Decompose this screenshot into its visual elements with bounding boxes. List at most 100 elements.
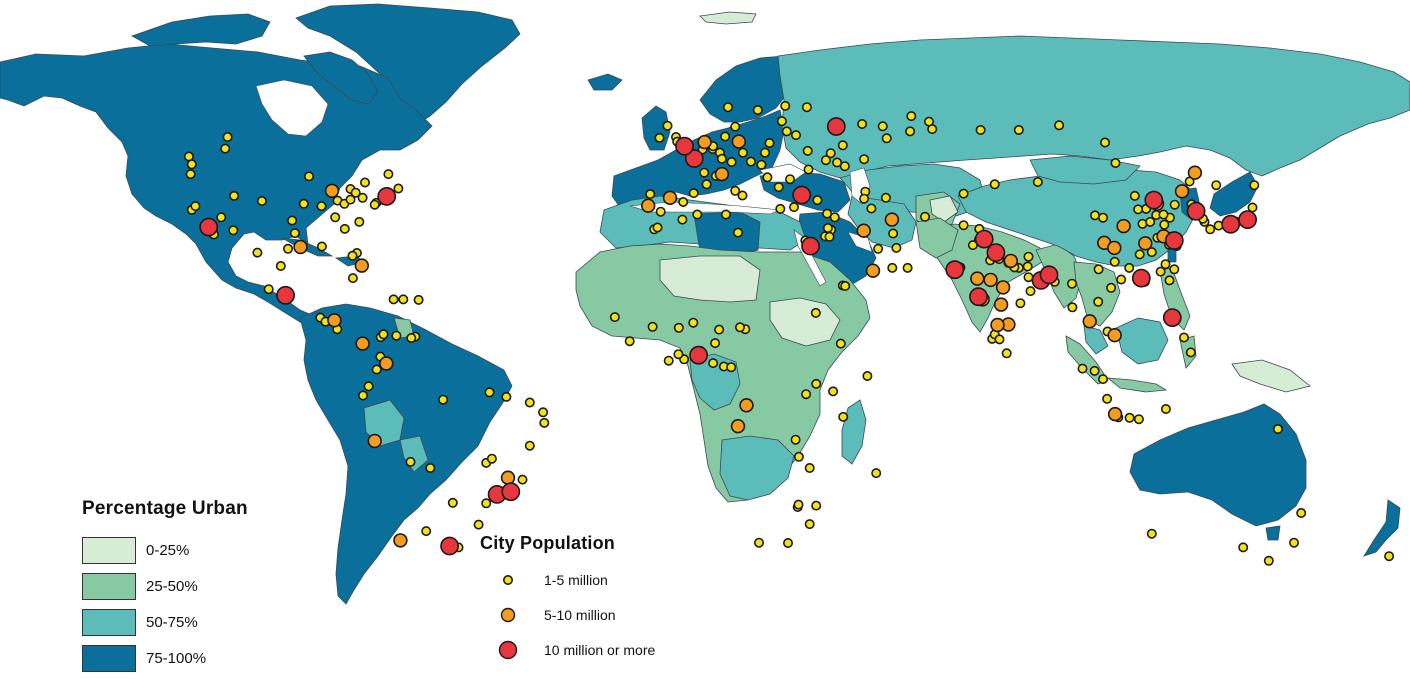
city-marker-5-10-million	[856, 223, 871, 238]
legend-row-25-50: 25-50%	[82, 568, 302, 604]
city-marker-1-5-million	[655, 206, 666, 217]
city-marker-1-5-million	[788, 202, 799, 213]
city-marker-1-5-million	[539, 417, 550, 428]
city-marker-1-5-million	[1146, 247, 1157, 258]
city-marker-10-million-plus	[1144, 190, 1164, 210]
city-marker-10-million-plus	[792, 185, 812, 205]
city-marker-1-5-million	[473, 519, 484, 530]
city-marker-1-5-million	[185, 169, 196, 180]
city-marker-1-5-million	[369, 199, 380, 210]
russia	[777, 35, 1410, 179]
southern-asia-low	[929, 195, 959, 223]
city-marker-1-5-million	[810, 307, 821, 318]
city-marker-1-5-million	[801, 102, 812, 113]
city-marker-1-5-million	[989, 179, 1000, 190]
legend-row-0-25: 0-25%	[82, 532, 302, 568]
baffin-island	[303, 51, 379, 105]
city-marker-1-5-million	[1159, 219, 1170, 230]
city-markers	[183, 100, 1395, 566]
new-zealand	[1363, 499, 1401, 557]
city-marker-5-10-million	[324, 183, 340, 199]
paraguay	[399, 435, 429, 473]
city-marker-1-5-million	[1089, 365, 1100, 376]
city-marker-1-5-million	[871, 468, 882, 479]
city-marker-1-5-million	[811, 500, 822, 511]
city-symbol-large	[480, 638, 536, 662]
city-marker-1-5-million	[958, 220, 969, 231]
city-marker-1-5-million	[927, 124, 938, 135]
city-marker-10-million-plus	[689, 345, 709, 365]
city-symbol-small	[480, 568, 536, 592]
city-marker-1-5-million	[753, 537, 764, 548]
city-marker-1-5-million	[730, 185, 741, 196]
city-marker-1-5-million	[859, 154, 870, 165]
city-marker-1-5-million	[824, 231, 835, 242]
city-marker-5-10-million	[640, 198, 656, 213]
city-marker-1-5-million	[857, 119, 868, 130]
city-marker-1-5-million	[1093, 296, 1104, 307]
city-marker-1-5-million	[1145, 216, 1156, 227]
city-marker-10-million-plus	[440, 536, 460, 556]
city-marker-1-5-million	[1158, 209, 1169, 220]
city-marker-5-10-million	[354, 258, 369, 273]
city-marker-10-million-plus	[501, 482, 521, 502]
city-marker-1-5-million	[228, 225, 239, 236]
city-marker-1-5-million	[363, 381, 374, 392]
city-marker-1-5-million	[804, 462, 815, 473]
city-marker-1-5-million	[720, 131, 731, 142]
city-marker-1-5-million	[673, 349, 684, 360]
city-marker-5-10-million	[1187, 165, 1203, 180]
city-marker-1-5-million	[524, 440, 535, 451]
city-marker-1-5-million	[186, 159, 197, 170]
legend-city-title: City Population	[480, 533, 615, 553]
city-marker-1-5-million	[484, 387, 495, 398]
city-marker-1-5-million	[764, 138, 775, 149]
city-marker-1-5-million	[793, 451, 804, 462]
city-marker-1-5-million	[1001, 348, 1012, 359]
city-marker-1-5-million	[1272, 423, 1283, 434]
city-marker-1-5-million	[811, 378, 822, 389]
city-marker-1-5-million	[745, 156, 756, 167]
city-marker-1-5-million	[1146, 528, 1157, 539]
city-marker-1-5-million	[762, 172, 773, 183]
city-marker-1-5-million	[888, 228, 899, 239]
city-marker-1-5-million	[859, 193, 870, 204]
city-marker-1-5-million	[1109, 256, 1120, 267]
city-marker-10-million-plus	[945, 260, 965, 280]
city-marker-5-10-million	[393, 533, 408, 548]
city-marker-1-5-million	[316, 201, 327, 212]
city-marker-1-5-million	[1013, 125, 1024, 136]
city-marker-1-5-million	[873, 243, 884, 254]
city-marker-10-million-plus	[1164, 231, 1184, 250]
city-marker-1-5-million	[538, 407, 549, 418]
city-marker-1-5-million	[720, 209, 731, 220]
city-marker-1-5-million	[654, 132, 665, 143]
city-marker-1-5-million	[1124, 412, 1135, 423]
city-marker-1-5-million	[714, 324, 725, 335]
indochina	[1073, 261, 1121, 327]
legend-city-population: City Population 1-5 million 5-10 million…	[480, 533, 740, 667]
city-marker-1-5-million	[1102, 393, 1113, 404]
city-marker-10-million-plus	[1221, 214, 1241, 234]
land-layer	[0, 3, 1410, 605]
city-marker-1-5-million	[737, 147, 748, 158]
legend-label-10-million-plus: 10 million or more	[544, 641, 656, 658]
city-marker-1-5-million	[345, 194, 356, 205]
city-marker-1-5-million	[1023, 272, 1034, 283]
city-marker-1-5-million	[330, 212, 341, 223]
city-marker-1-5-million	[881, 133, 892, 144]
city-marker-1-5-million	[1025, 286, 1036, 297]
city-marker-1-5-million	[829, 212, 840, 223]
ethiopia	[769, 297, 841, 347]
city-marker-1-5-million	[1164, 275, 1175, 286]
city-marker-1-5-million	[880, 192, 891, 203]
city-marker-1-5-million	[891, 242, 902, 253]
southern-africa	[719, 435, 795, 501]
city-marker-1-5-million	[350, 187, 361, 198]
city-marker-10-million-plus	[1131, 268, 1151, 288]
city-marker-1-5-million	[822, 223, 833, 234]
city-marker-1-5-million	[793, 499, 804, 510]
city-marker-10-million-plus	[1186, 201, 1206, 221]
city-marker-1-5-million	[1134, 249, 1145, 260]
city-marker-1-5-million	[781, 126, 792, 137]
